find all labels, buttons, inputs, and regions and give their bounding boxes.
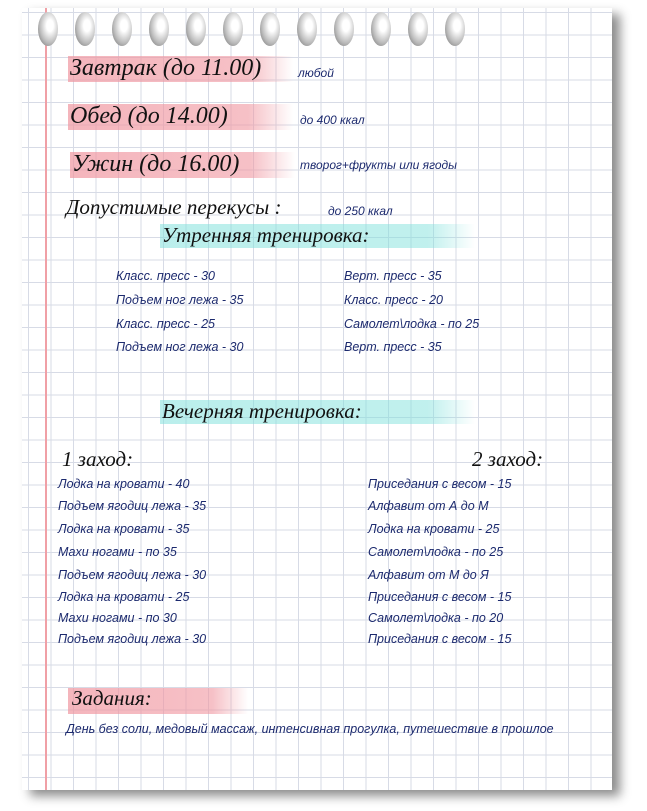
morning-title: Утренняя тренировка: [162,223,370,247]
exercise-item: Класс. пресс - 25 [116,317,215,331]
notebook-page [22,8,612,790]
exercise-item: Класс. пресс - 30 [116,269,215,283]
exercise-item: Алфавит от М до Я [368,568,489,582]
highlight [68,688,248,714]
exercise-item: Лодка на кровати - 35 [58,522,190,536]
lunch-note: до 400 ккал [300,113,365,127]
margin-line [45,8,47,790]
binder-hole [260,12,280,46]
highlight [70,152,295,178]
binder-hole [112,12,132,46]
binder-hole [38,12,58,46]
exercise-item: Лодка на кровати - 40 [58,477,190,491]
exercise-item: Подъем ягодиц лежа - 30 [58,632,207,646]
exercise-item: Подъем ягодиц лежа - 35 [58,499,207,513]
binder-hole [75,12,95,46]
set1-title: 1 заход: [62,447,134,471]
highlight [68,104,293,130]
binder-hole [223,12,243,46]
exercise-item: Верт. пресс - 35 [344,269,442,283]
exercise-item: Подъем ягодиц лежа - 30 [58,568,207,582]
dinner-title: Ужин (до 16.00) [72,151,240,177]
binder-hole [408,12,428,46]
tasks-title: Задания: [72,686,152,710]
dinner-note: творог+фрукты или ягоды [300,158,457,172]
set2-title: 2 заход: [472,447,544,471]
exercise-item: Лодка на кровати - 25 [58,590,190,604]
binder-hole [297,12,317,46]
exercise-item: Класс. пресс - 20 [344,293,443,307]
exercise-item: Лодка на кровати - 25 [368,522,500,536]
highlight [160,224,475,248]
exercise-item: Махи ногами - по 30 [58,611,177,625]
tasks-text: День без соли, медовый массаж, интенсивн… [66,722,554,736]
exercise-item: Махи ногами - по 35 [58,545,177,559]
highlight [68,56,293,82]
breakfast-title: Завтрак (до 11.00) [70,55,262,81]
breakfast-note: любой [298,66,334,80]
binder-hole [334,12,354,46]
lunch-title: Обед (до 14.00) [70,103,228,129]
evening-title: Вечерняя тренировка: [162,399,362,423]
binder-hole [149,12,169,46]
exercise-item: Верт. пресс - 35 [344,340,442,354]
exercise-item: Подъем ног лежа - 30 [116,340,244,354]
highlight [160,400,475,424]
binder-hole [186,12,206,46]
exercise-item: Подъем ног лежа - 35 [116,293,244,307]
exercise-item: Приседания с весом - 15 [368,590,512,604]
binder-hole [445,12,465,46]
exercise-item: Самолет\лодка - по 25 [368,545,504,559]
binder-hole [371,12,391,46]
snacks-title: Допустимые перекусы : [66,195,282,219]
exercise-item: Самолет\лодка - по 25 [344,317,480,331]
snacks-note: до 250 ккал [328,204,393,218]
exercise-item: Приседания с весом - 15 [368,632,512,646]
exercise-item: Приседания с весом - 15 [368,477,512,491]
exercise-item: Самолет\лодка - по 20 [368,611,504,625]
exercise-item: Алфавит от А до М [368,499,489,513]
